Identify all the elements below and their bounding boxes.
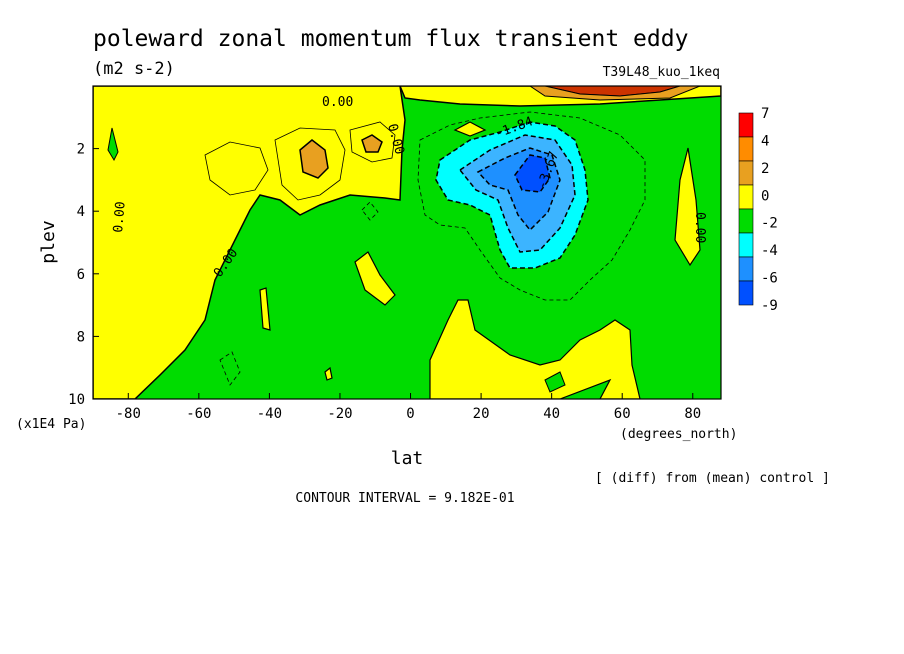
colorbar-label: 2	[761, 161, 769, 177]
positive-patch-4	[429, 299, 641, 399]
colorbar-swatch	[738, 184, 754, 210]
x-tick-label: -40	[257, 406, 282, 422]
x-tick-label: -20	[327, 406, 352, 422]
x-axis: -80 -60 -40 -20 0 20 40 60 80	[116, 393, 701, 422]
contour-dashed-3	[361, 201, 379, 221]
colorbar-swatch	[738, 136, 754, 162]
experiment-label: T39L48_kuo_1keq	[603, 65, 720, 80]
y-tick-label: 8	[77, 329, 85, 345]
zero-patch-south	[107, 127, 119, 162]
max-region-2	[361, 134, 383, 153]
positive-patch-5	[674, 147, 701, 267]
contour-line-1	[204, 141, 269, 196]
y-unit-label: (x1E4 Pa)	[16, 417, 86, 432]
y-tick-label: 4	[77, 204, 85, 220]
colorbar-swatch	[738, 280, 754, 306]
contour-dashed-2	[219, 351, 241, 386]
colorbar-swatch	[738, 232, 754, 258]
chart-title: poleward zonal momentum flux transient e…	[93, 26, 688, 52]
y-tick-label: 6	[77, 267, 85, 283]
positive-patch-3	[354, 251, 396, 306]
y-axis-title: plev	[38, 220, 59, 263]
plot-frame	[92, 85, 722, 400]
diff-note: [ (diff) from (mean) control ]	[595, 471, 830, 486]
colorbar: 7 4 2 0 -2 -4 -6 -9	[738, 106, 778, 314]
chart-units: (m2 s-2)	[93, 59, 175, 79]
colorbar-swatch	[738, 112, 754, 138]
colorbar-label: -9	[761, 298, 778, 314]
positive-patch-1	[453, 121, 487, 137]
x-tick-label: 80	[684, 406, 701, 422]
y-tick-label: 2	[77, 142, 85, 158]
x-tick-label: -60	[186, 406, 211, 422]
contour-interval: CONTOUR INTERVAL = 9.182E-01	[295, 491, 514, 506]
contour-line-2	[274, 127, 346, 201]
negative-min-core	[514, 154, 551, 193]
x-axis-title: lat	[391, 448, 424, 469]
contour-label-1: 0.00	[322, 95, 353, 110]
colorbar-swatch	[738, 256, 754, 282]
colorbar-label: 4	[761, 133, 769, 149]
positive-mid-top	[529, 86, 701, 101]
y-axis: 2 4 6 8 10	[68, 142, 99, 408]
x-tick-label: -80	[116, 406, 141, 422]
positive-patch-6	[324, 366, 333, 381]
x-tick-label: 40	[543, 406, 560, 422]
colorbar-label: -2	[761, 216, 778, 232]
x-tick-label: 20	[473, 406, 490, 422]
colorbar-swatch	[738, 160, 754, 186]
y-tick-label: 10	[68, 392, 85, 408]
x-tick-label: 0	[406, 406, 414, 422]
colorbar-swatch	[738, 208, 754, 234]
max-region-1	[299, 139, 329, 179]
colorbar-label: 0	[761, 188, 769, 204]
plot-area	[93, 86, 721, 399]
x-tick-label: 60	[614, 406, 631, 422]
contour-label-5: 0.00	[692, 212, 707, 243]
contour-line-3	[349, 121, 396, 163]
contour-label-2: 0.00	[111, 201, 129, 234]
zero-patch-in-yellow	[544, 371, 566, 393]
x-unit-label: (degrees_north)	[620, 427, 737, 442]
contour-dashed-outer	[417, 111, 646, 301]
positive-patch-2	[259, 287, 271, 331]
colorbar-label: 7	[761, 106, 769, 122]
colorbar-label: -4	[761, 243, 778, 259]
colorbar-label: -6	[761, 271, 778, 287]
